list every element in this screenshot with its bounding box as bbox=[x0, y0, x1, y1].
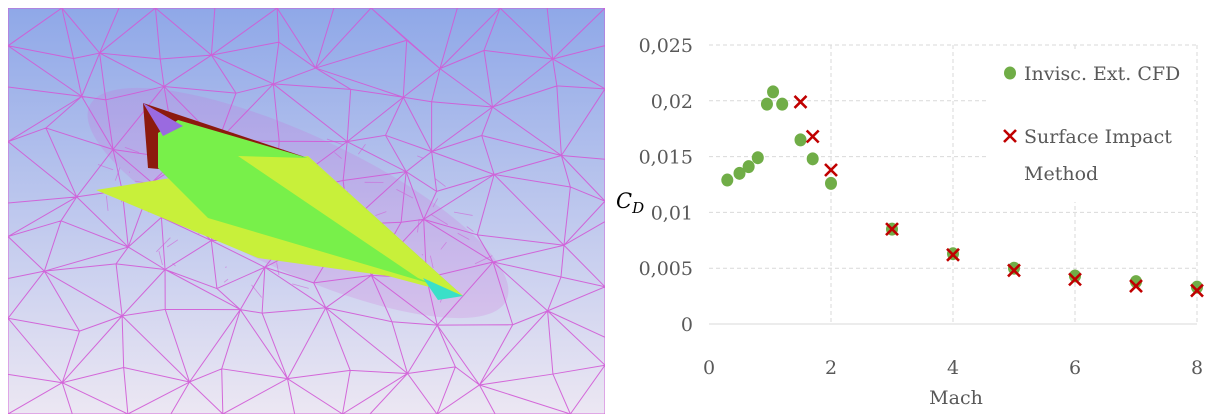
data-point-cfd bbox=[794, 133, 807, 147]
legend-label-sim-line1: Surface Impact bbox=[1024, 126, 1172, 148]
y-axis-label-sub: D bbox=[631, 199, 644, 217]
drag-coefficient-chart: 0 0,005 0,01 0,015 0,02 0,025 0 2 4 6 8 Mach CD In… bbox=[612, 0, 1205, 414]
y-tick-label: 0,02 bbox=[651, 91, 693, 113]
legend-label-cfd: Invisc. Ext. CFD bbox=[1024, 63, 1180, 85]
data-point-cfd bbox=[825, 176, 837, 190]
data-point-cfd bbox=[1069, 269, 1081, 283]
chart-series bbox=[721, 85, 1204, 298]
data-point-surface-impact bbox=[1068, 272, 1082, 287]
x-tick-label: 2 bbox=[825, 357, 837, 379]
y-tick-label: 0 bbox=[681, 314, 693, 336]
legend-markers bbox=[1003, 66, 1017, 143]
chart-axes: 0 0,005 0,01 0,015 0,02 0,025 0 2 4 6 8 bbox=[639, 35, 1203, 379]
chart-svg: 0 0,005 0,01 0,015 0,02 0,025 0 2 4 6 8 Mach CD In… bbox=[616, 35, 1204, 409]
chart-legend: Invisc. Ext. CFD Surface Impact Method bbox=[989, 50, 1194, 202]
mesh-rendering bbox=[8, 8, 605, 414]
data-point-cfd bbox=[806, 152, 819, 166]
y-tick-label: 0,01 bbox=[651, 202, 693, 224]
vehicle-surface bbox=[96, 103, 463, 300]
x-tick-label: 8 bbox=[1191, 357, 1203, 379]
data-point-surface-impact bbox=[824, 163, 838, 177]
data-point-surface-impact bbox=[1007, 263, 1021, 278]
data-point-cfd bbox=[767, 85, 780, 99]
legend-box bbox=[989, 50, 1194, 202]
y-tick-label: 0,015 bbox=[639, 147, 693, 169]
data-point-cfd bbox=[1191, 280, 1203, 294]
data-point-surface-impact bbox=[946, 247, 960, 262]
x-tick-label: 4 bbox=[947, 357, 959, 379]
data-point-cfd bbox=[742, 160, 755, 174]
data-point-cfd bbox=[733, 166, 746, 180]
data-point-surface-impact bbox=[1129, 279, 1143, 293]
vehicle-nose-tip bbox=[423, 278, 463, 300]
y-tick-label: 0,005 bbox=[639, 258, 693, 280]
data-point-surface-impact bbox=[885, 222, 899, 237]
data-point-cfd bbox=[760, 97, 773, 111]
y-axis-label-main: C bbox=[616, 189, 632, 213]
mesh-far-field bbox=[8, 8, 605, 414]
x-tick-label: 6 bbox=[1069, 357, 1081, 379]
y-axis-label: CD bbox=[616, 189, 644, 217]
vehicle-ridge-face bbox=[238, 156, 463, 296]
data-point-surface-impact bbox=[805, 129, 820, 144]
vehicle-tail-fin bbox=[143, 103, 183, 136]
data-point-cfd bbox=[751, 151, 764, 165]
mesh-image bbox=[8, 8, 605, 414]
legend-marker-surface-impact bbox=[1003, 129, 1017, 143]
data-point-cfd bbox=[776, 97, 789, 111]
legend-label-sim-line2: Method bbox=[1024, 163, 1098, 185]
data-point-surface-impact bbox=[793, 94, 808, 109]
data-point-cfd bbox=[721, 173, 734, 187]
x-tick-label: 0 bbox=[703, 357, 715, 379]
y-tick-label: 0,025 bbox=[639, 35, 693, 57]
data-point-surface-impact bbox=[1190, 283, 1204, 298]
legend-marker-cfd bbox=[1004, 66, 1016, 80]
data-point-cfd bbox=[1008, 261, 1020, 275]
x-axis-label: Mach bbox=[929, 387, 983, 409]
